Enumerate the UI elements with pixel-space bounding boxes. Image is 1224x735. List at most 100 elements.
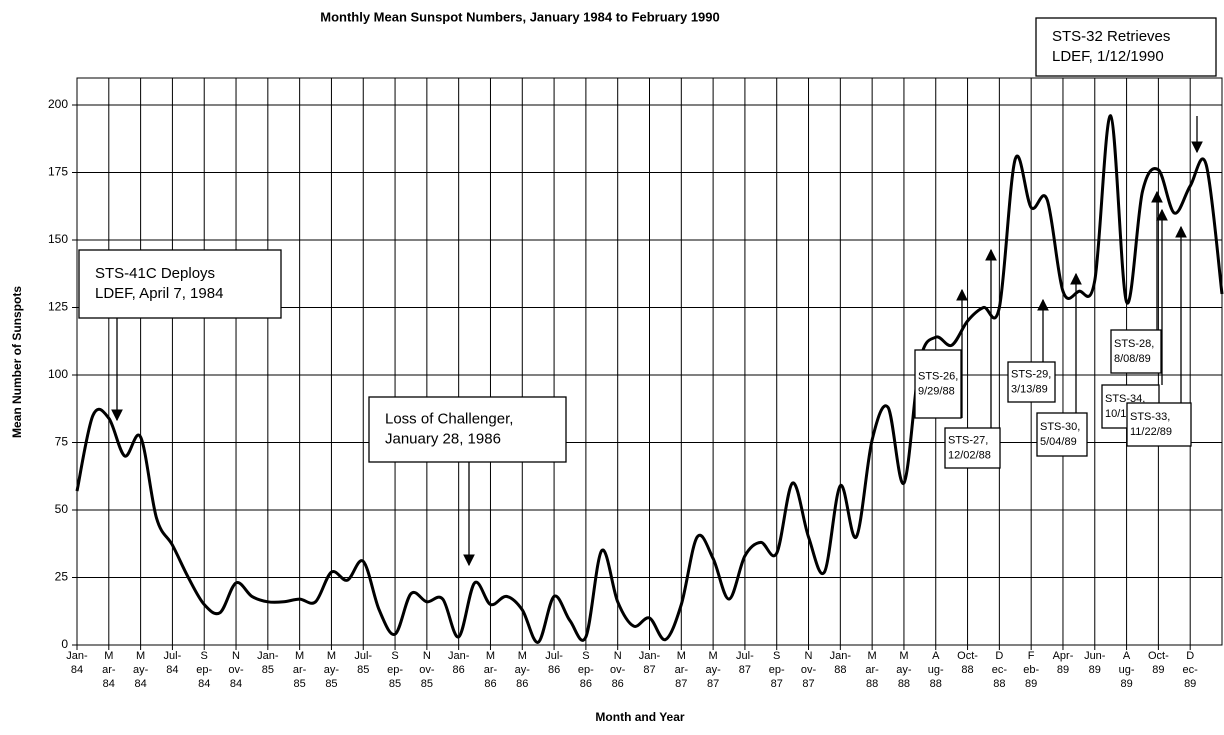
annotation-box [1007,361,1056,403]
x-tick-label: Jan- [257,650,279,662]
x-tick-label: eb- [1023,664,1039,676]
x-tick-label: ov- [610,664,626,676]
x-tick-label: M [486,650,495,662]
x-tick-label: 89 [1120,678,1132,690]
x-tick-label: 84 [103,678,115,690]
x-tick-label: 87 [802,678,814,690]
x-tick-label: 86 [612,678,624,690]
x-tick-label: ay- [705,664,721,676]
x-tick-label: 84 [198,678,210,690]
x-tick-label: ar- [675,664,689,676]
y-tick-label: 175 [48,165,68,179]
chart-title: Monthly Mean Sunspot Numbers, January 19… [320,9,720,24]
x-tick-label: Jul- [164,650,182,662]
x-tick-label: Apr- [1053,650,1074,662]
x-tick-label: 87 [707,678,719,690]
x-tick-label: Jul- [736,650,754,662]
x-axis-label: Month and Year [595,710,684,724]
x-tick-label: 85 [262,664,274,676]
x-tick-label: M [104,650,113,662]
x-tick-label: ec- [992,664,1008,676]
y-axis-label: Mean Number of Sunspots [10,286,24,438]
annotation-text: January 28, 1986 [385,431,501,448]
x-tick-label: ar- [865,664,879,676]
x-tick-label: M [136,650,145,662]
annotation-text: STS-32 Retrieves [1052,28,1170,45]
x-tick-label: ay- [133,664,149,676]
x-tick-label: M [709,650,718,662]
x-tick-label: 89 [1025,678,1037,690]
x-tick-label: 87 [771,678,783,690]
x-tick-label: 84 [166,664,178,676]
x-tick-label: D [1186,650,1194,662]
x-tick-label: N [614,650,622,662]
annotation-box [1036,412,1088,457]
x-tick-label: M [327,650,336,662]
annotation-text: STS-34, [1105,393,1145,405]
x-tick-label: 88 [993,678,1005,690]
x-tick-label: 86 [580,678,592,690]
x-tick-label: 85 [389,678,401,690]
x-tick-label: ep- [578,664,594,676]
y-tick-label: 0 [61,637,68,651]
x-tick-label: S [582,650,589,662]
x-tick-label: M [899,650,908,662]
annotation-box [944,427,1001,469]
x-tick-label: Jan- [66,650,88,662]
x-tick-label: ug- [928,664,944,676]
x-tick-label: 84 [230,678,242,690]
x-tick-label: Jan- [448,650,470,662]
x-tick-label: 85 [421,678,433,690]
x-tick-label: M [868,650,877,662]
x-tick-label: 85 [325,678,337,690]
sunspot-line [75,114,1224,644]
annotation-text: STS-27, [948,434,988,446]
x-tick-label: ov- [228,664,244,676]
annotation-box [1110,329,1162,374]
annotation-box [368,396,567,463]
x-tick-label: Jul- [354,650,372,662]
x-tick-label: 89 [1057,664,1069,676]
x-tick-label: ay- [324,664,340,676]
x-tick-label: 86 [484,678,496,690]
x-tick-label: Jan- [639,650,661,662]
x-tick-label: 86 [453,664,465,676]
y-tick-label: 125 [48,300,68,314]
annotation-box [914,349,962,419]
x-tick-label: 87 [643,664,655,676]
x-tick-label: Jul- [545,650,563,662]
x-tick-label: N [232,650,240,662]
annotation-text: STS-28, [1114,338,1154,350]
x-tick-label: N [423,650,431,662]
x-tick-label: ec- [1183,664,1199,676]
x-tick-label: ar- [102,664,116,676]
x-tick-label: S [391,650,398,662]
x-tick-label: 89 [1089,664,1101,676]
x-tick-label: Oct- [1148,650,1169,662]
x-tick-label: ar- [484,664,498,676]
y-tick-label: 200 [48,97,68,111]
x-tick-label: 88 [898,678,910,690]
y-tick-label: 100 [48,367,68,381]
x-tick-label: 88 [930,678,942,690]
x-tick-label: A [932,650,940,662]
annotation-text: LDEF, 1/12/1990 [1052,48,1164,65]
x-tick-label: Jun- [1084,650,1106,662]
annotation-text: Loss of Challenger, [385,410,513,427]
x-tick-label: ay- [896,664,912,676]
annotation-text: 8/08/89 [1114,353,1151,365]
x-tick-label: 87 [675,678,687,690]
annotation-box [78,249,282,319]
annotation-text: STS-33, [1130,411,1170,423]
x-tick-label: ug- [1119,664,1135,676]
annotation-text: 11/22/89 [1130,426,1172,438]
annotation-text: STS-30, [1040,421,1080,433]
x-tick-label: F [1028,650,1035,662]
x-tick-label: ov- [419,664,435,676]
x-tick-label: S [773,650,780,662]
annotation-text: STS-26, [918,370,958,382]
x-tick-label: ep- [387,664,403,676]
y-tick-label: 75 [55,435,69,449]
y-tick-label: 150 [48,232,68,246]
annotation-text: 5/04/89 [1040,436,1077,448]
